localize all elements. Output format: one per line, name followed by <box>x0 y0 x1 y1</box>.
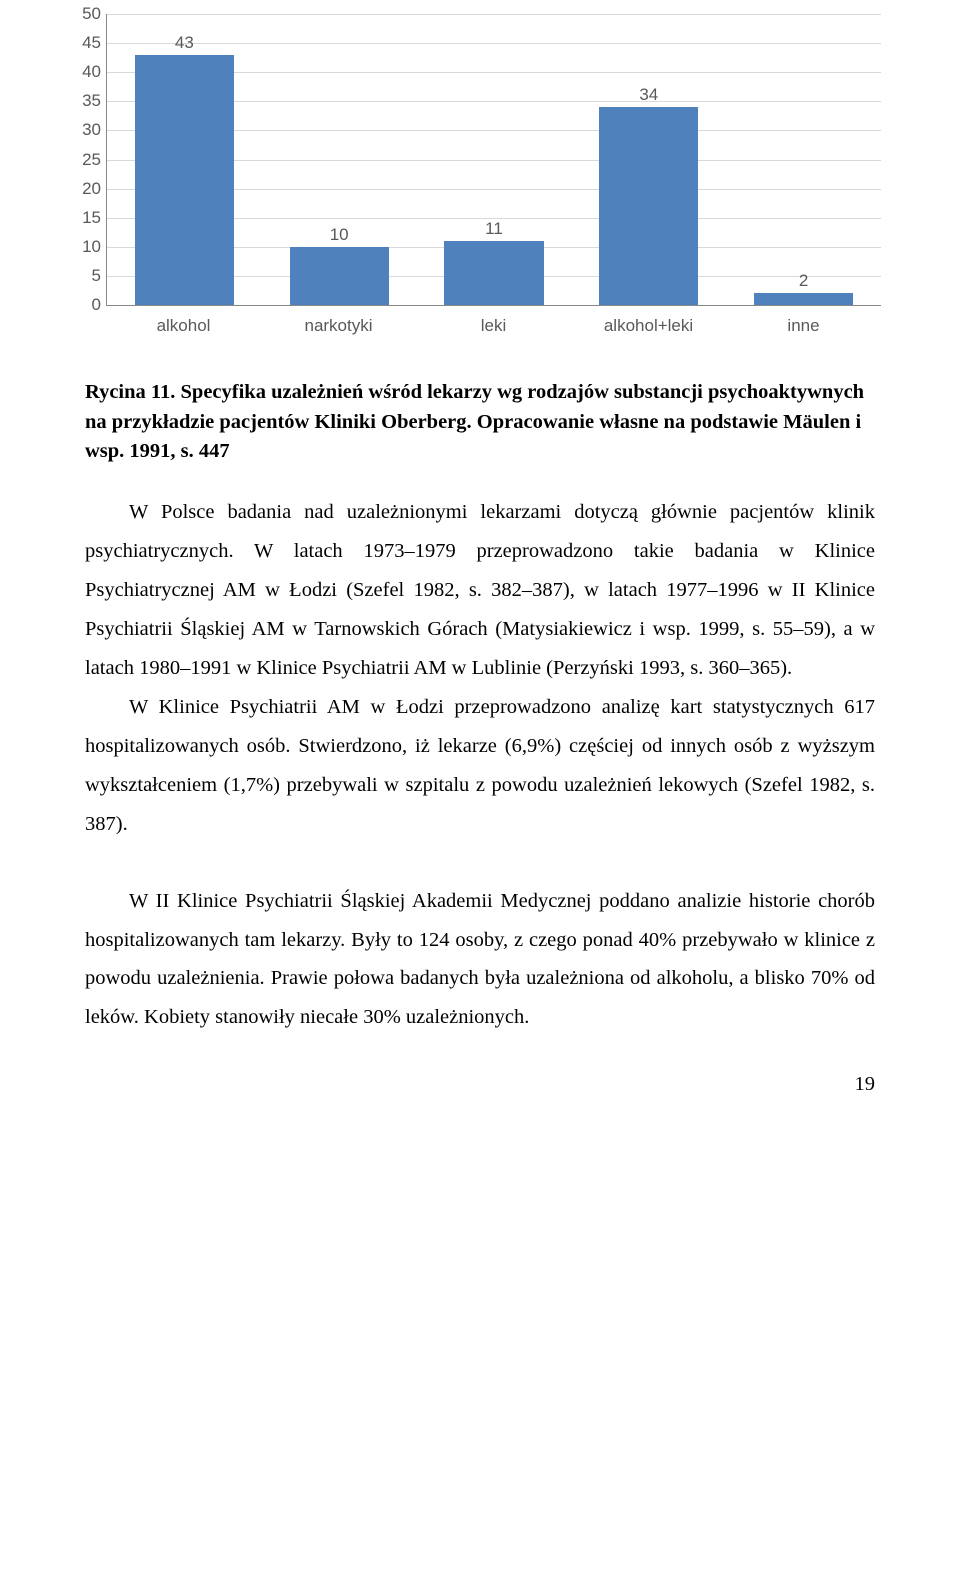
x-tick-label: alkohol <box>106 310 261 350</box>
bar-value-label: 11 <box>485 219 503 239</box>
bar-value-label: 2 <box>799 271 808 291</box>
page-number: 19 <box>85 1073 875 1096</box>
x-tick-label: leki <box>416 310 571 350</box>
paragraph: W Polsce badania nad uzależnionymi lekar… <box>85 493 875 688</box>
bar: 34 <box>599 107 698 305</box>
y-tick-label: 40 <box>82 62 101 82</box>
bar: 43 <box>135 55 234 305</box>
y-tick-label: 45 <box>82 33 101 53</box>
x-tick-label: inne <box>726 310 881 350</box>
figure-caption: Rycina 11. Specyfika uzależnień wśród le… <box>85 378 875 467</box>
bar: 2 <box>754 293 853 305</box>
x-tick-label: narkotyki <box>261 310 416 350</box>
y-tick-label: 0 <box>92 295 101 315</box>
paragraph: W Klinice Psychiatrii AM w Łodzi przepro… <box>85 688 875 844</box>
y-tick-label: 50 <box>82 4 101 24</box>
y-tick-label: 5 <box>92 266 101 286</box>
bar-value-label: 43 <box>175 33 194 53</box>
y-tick-label: 20 <box>82 179 101 199</box>
y-tick-label: 35 <box>82 91 101 111</box>
bar-value-label: 34 <box>639 85 658 105</box>
paragraph: W II Klinice Psychiatrii Śląskiej Akadem… <box>85 882 875 1038</box>
x-tick-label: alkohol+leki <box>571 310 726 350</box>
bar-chart: 05101520253035404550431011342alkoholnark… <box>60 10 885 350</box>
bar-value-label: 10 <box>330 225 349 245</box>
y-tick-label: 25 <box>82 150 101 170</box>
y-tick-label: 15 <box>82 208 101 228</box>
bar: 11 <box>444 241 543 305</box>
y-tick-label: 10 <box>82 237 101 257</box>
y-tick-label: 30 <box>82 120 101 140</box>
bar: 10 <box>290 247 389 305</box>
body-text: W Polsce badania nad uzależnionymi lekar… <box>85 493 875 1037</box>
